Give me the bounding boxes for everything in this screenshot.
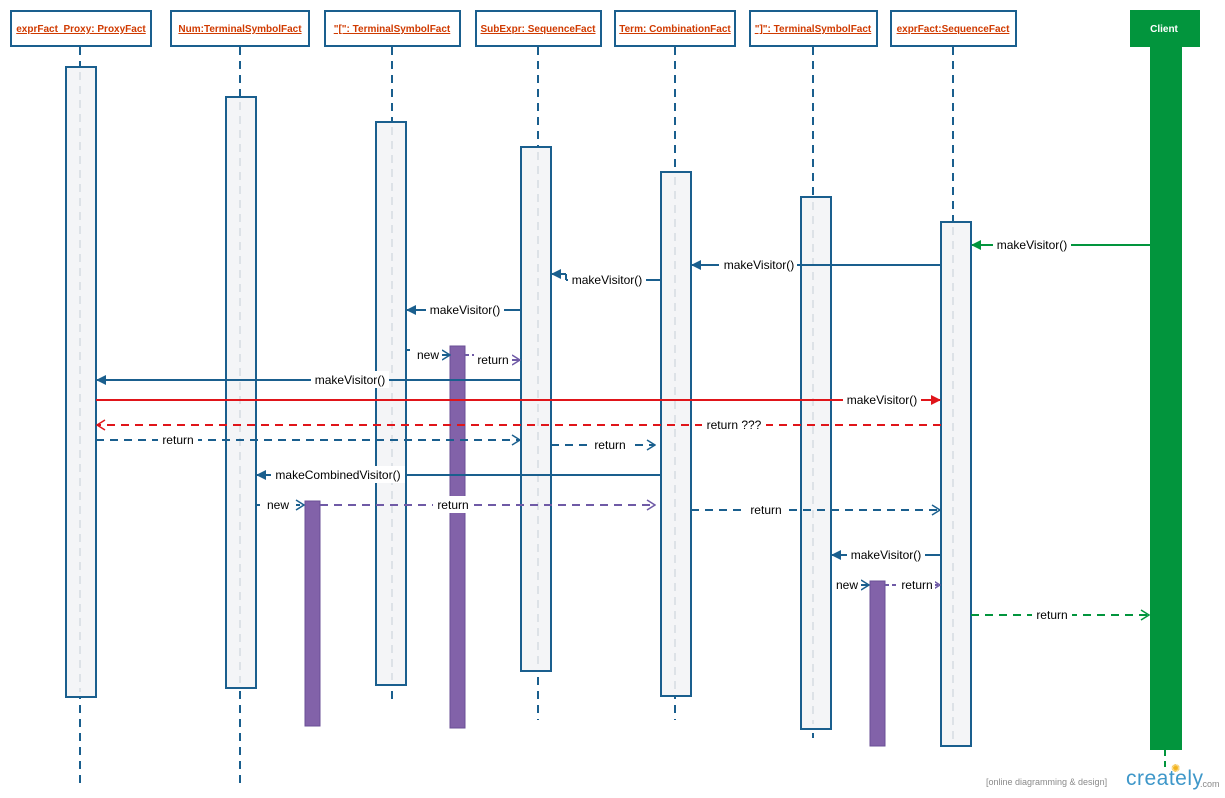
message-visitor1-return[interactable]: return <box>465 351 520 368</box>
sun-icon: ✺ <box>1171 763 1181 775</box>
visitor-bar-3 <box>869 580 886 747</box>
watermark-suffix: .com <box>1200 779 1220 789</box>
message-label: new <box>267 498 289 512</box>
activation-term <box>660 171 692 697</box>
lifeline-header-expr[interactable]: exprFact:SequenceFact <box>890 10 1017 47</box>
message-label: makeCombinedVisitor() <box>275 468 400 482</box>
activation-lparen <box>375 121 407 686</box>
message-label: return <box>750 503 781 517</box>
message-label: return <box>1036 608 1067 622</box>
lifeline-header-client[interactable]: Client <box>1130 10 1200 47</box>
lifeline-header-term[interactable]: Term: CombinationFact <box>614 10 736 47</box>
message-subexpr-to-proxy[interactable]: makeVisitor() <box>96 371 521 388</box>
lifeline-label: exprFact_Proxy: ProxyFact <box>16 24 146 35</box>
message-label: makeVisitor() <box>430 303 500 317</box>
activation-subexpr <box>520 146 552 672</box>
activation-num <box>225 96 257 689</box>
message-proxy-to-expr[interactable]: makeVisitor() <box>96 391 941 408</box>
visitor-bar-1 <box>449 345 466 729</box>
message-expr-to-rparen[interactable]: makeVisitor() <box>831 546 941 563</box>
activation-rparen <box>800 196 832 730</box>
message-label: makeVisitor() <box>847 393 917 407</box>
message-term-to-num[interactable]: makeCombinedVisitor() <box>256 466 661 483</box>
lifeline-label: Term: CombinationFact <box>619 24 731 35</box>
message-label: makeVisitor() <box>315 373 385 387</box>
message-label: makeVisitor() <box>851 548 921 562</box>
lifeline-header-proxy[interactable]: exprFact_Proxy: ProxyFact <box>10 10 152 47</box>
lifeline-label: SubExpr: SequenceFact <box>480 24 596 35</box>
lifeline-header-rparen[interactable]: "]": TerminalSymbolFact <box>749 10 878 47</box>
message-label: makeVisitor() <box>997 238 1067 252</box>
lifeline-label: Num:TerminalSymbolFact <box>178 24 302 35</box>
message-term-to-subexpr[interactable]: makeVisitor() <box>551 269 661 288</box>
message-label: return <box>477 353 508 367</box>
message-subexpr-to-lparen[interactable]: makeVisitor() <box>406 301 521 318</box>
message-num-new-visitor[interactable]: new <box>256 496 304 513</box>
lifeline-header-num[interactable]: Num:TerminalSymbolFact <box>170 10 310 47</box>
activation-expr <box>940 221 972 747</box>
message-label: return <box>594 438 625 452</box>
creately-watermark[interactable]: [online diagramming & design] creately ✺… <box>986 763 1222 796</box>
client-label: Client <box>1150 24 1178 35</box>
message-rparen-new-visitor[interactable]: new <box>833 576 869 593</box>
message-subexpr-return-term[interactable]: return <box>551 436 655 453</box>
lifeline-label: exprFact:SequenceFact <box>897 24 1010 35</box>
message-expr-to-term[interactable]: makeVisitor() <box>691 256 941 273</box>
message-label: return <box>901 578 932 592</box>
watermark-tagline: [online diagramming & design] <box>986 777 1108 787</box>
client-activation <box>1150 40 1182 750</box>
visitor-bar-2 <box>304 500 321 727</box>
message-term-return-expr[interactable]: return <box>691 501 940 518</box>
message-proxy-return-subexpr[interactable]: return <box>96 431 520 448</box>
message-label: return ??? <box>707 418 762 432</box>
lifeline-label: "]": TerminalSymbolFact <box>755 24 872 35</box>
message-visitor3-return[interactable]: return <box>885 576 940 593</box>
creately-logo: creately <box>1126 767 1204 790</box>
activation-inner-dashes <box>79 72 954 741</box>
message-label: new <box>836 578 858 592</box>
lifeline-header-subexpr[interactable]: SubExpr: SequenceFact <box>475 10 602 47</box>
activation-proxy <box>65 66 97 698</box>
message-label: return <box>162 433 193 447</box>
message-client-makevisitor[interactable]: makeVisitor() <box>971 236 1150 253</box>
created-visitors <box>304 345 886 747</box>
message-expr-return-client[interactable]: return <box>971 606 1149 623</box>
messages: makeVisitor() makeVisitor() makeVisitor(… <box>96 236 1150 623</box>
message-label: return <box>437 498 468 512</box>
activation-bars <box>65 66 972 747</box>
lifeline-label: "[": TerminalSymbolFact <box>334 24 451 35</box>
message-label: new <box>417 348 439 362</box>
lifeline-header-lparen[interactable]: "[": TerminalSymbolFact <box>324 10 461 47</box>
message-label: makeVisitor() <box>724 258 794 272</box>
message-visitor2-return[interactable]: return <box>320 496 655 513</box>
lifeline-headers: exprFact_Proxy: ProxyFact Num:TerminalSy… <box>10 10 1200 47</box>
message-label: makeVisitor() <box>572 273 642 287</box>
message-expr-return-proxy[interactable]: return ??? <box>97 416 941 433</box>
message-lparen-new-visitor[interactable]: new <box>406 346 450 363</box>
